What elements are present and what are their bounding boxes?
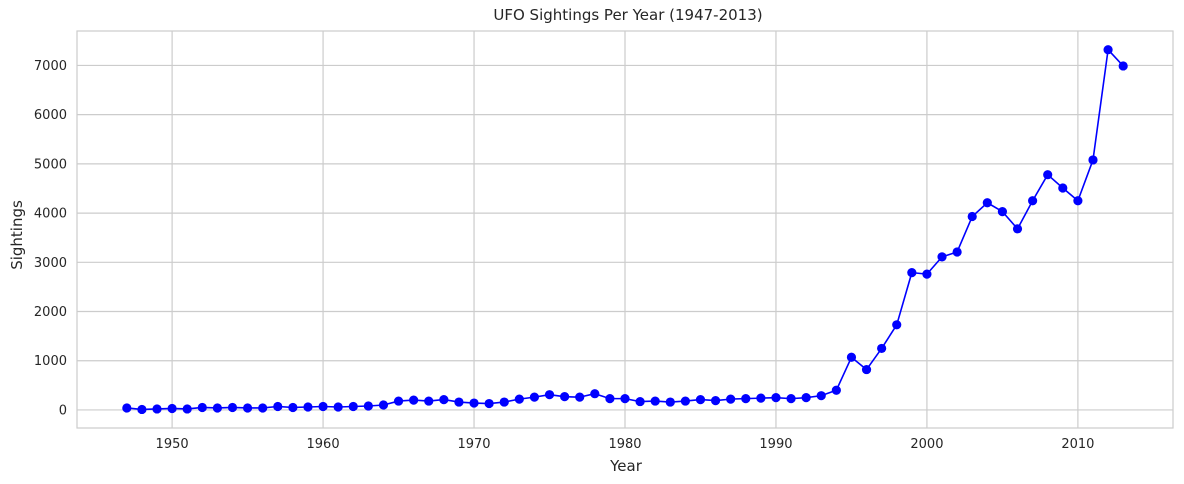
data-point xyxy=(831,385,841,395)
data-point xyxy=(167,403,177,414)
data-point xyxy=(424,396,434,406)
data-point xyxy=(982,198,992,208)
data-point xyxy=(499,397,509,407)
data-point xyxy=(680,396,690,406)
data-point xyxy=(1073,196,1083,206)
data-point xyxy=(469,398,479,408)
data-point xyxy=(439,395,449,405)
data-point xyxy=(726,394,736,404)
data-point xyxy=(137,404,147,415)
data-point xyxy=(1043,170,1053,180)
y-tick-label: 3000 xyxy=(34,256,67,271)
data-point xyxy=(967,211,977,222)
x-axis-label: Year xyxy=(609,457,643,475)
data-point xyxy=(590,389,600,399)
data-point xyxy=(197,402,207,413)
data-point xyxy=(1058,183,1068,193)
data-point xyxy=(650,396,660,406)
data-point xyxy=(560,392,570,402)
data-point xyxy=(907,268,917,278)
y-tick-label: 6000 xyxy=(34,108,67,123)
data-point xyxy=(484,398,494,409)
y-tick-label: 7000 xyxy=(34,59,67,74)
data-point xyxy=(242,403,253,413)
data-point xyxy=(1028,196,1038,206)
x-tick-label: 2000 xyxy=(910,437,943,452)
y-axis-label: Sightings xyxy=(8,200,26,270)
x-tick-label: 1980 xyxy=(608,437,641,452)
y-tick-label: 5000 xyxy=(34,157,67,172)
x-tick-label: 1950 xyxy=(156,437,189,452)
data-point xyxy=(605,394,615,404)
data-point xyxy=(393,396,404,406)
data-point xyxy=(892,320,902,330)
data-point xyxy=(333,402,343,412)
data-point xyxy=(877,343,887,354)
data-point xyxy=(258,403,268,413)
data-point xyxy=(212,403,222,413)
x-tick-label: 1990 xyxy=(759,437,792,452)
data-point xyxy=(665,397,675,407)
y-tick-label: 2000 xyxy=(34,305,67,320)
data-point xyxy=(303,402,313,412)
y-tick-label: 4000 xyxy=(34,207,67,222)
data-point xyxy=(318,401,328,412)
data-point xyxy=(348,401,358,412)
data-point xyxy=(544,390,555,400)
data-point xyxy=(363,401,373,411)
data-point xyxy=(378,400,389,410)
data-point xyxy=(182,404,192,414)
data-point xyxy=(227,402,238,413)
series-sightings xyxy=(122,45,1128,415)
data-point xyxy=(575,392,585,402)
data-point xyxy=(816,391,826,401)
data-point xyxy=(1012,224,1023,234)
data-point xyxy=(514,394,524,404)
x-tick-label: 1960 xyxy=(307,437,340,452)
data-point xyxy=(937,252,947,262)
grid-lines xyxy=(77,31,1173,428)
data-point xyxy=(1118,61,1128,71)
data-point xyxy=(122,403,132,413)
data-point xyxy=(801,393,811,403)
data-point xyxy=(1103,45,1113,55)
data-point xyxy=(786,394,796,404)
plot-frame xyxy=(76,30,1174,429)
tick-labels: 1950 1960 1970 1980 1990 2000 2010 0 1000 2000 300… xyxy=(34,59,1095,452)
data-point xyxy=(454,397,464,407)
data-point xyxy=(288,402,298,413)
y-tick-label: 1000 xyxy=(34,354,67,369)
data-point xyxy=(861,364,872,375)
data-point xyxy=(756,393,766,403)
data-point xyxy=(952,247,962,257)
data-point xyxy=(710,395,721,406)
data-point xyxy=(846,352,857,362)
data-point xyxy=(997,207,1008,217)
x-tick-label: 1970 xyxy=(457,437,490,452)
y-tick-label: 0 xyxy=(59,403,67,418)
data-point xyxy=(529,392,540,402)
data-point xyxy=(620,394,630,404)
data-point xyxy=(635,396,645,407)
data-point xyxy=(273,401,283,412)
data-point xyxy=(922,269,932,279)
data-point xyxy=(152,404,162,414)
data-point xyxy=(695,395,706,405)
x-tick-label: 2010 xyxy=(1061,437,1094,452)
data-point xyxy=(1088,155,1098,165)
chart-title: UFO Sightings Per Year (1947-2013) xyxy=(493,6,762,24)
data-point xyxy=(741,394,751,404)
data-point xyxy=(409,395,419,405)
data-point xyxy=(771,393,781,403)
